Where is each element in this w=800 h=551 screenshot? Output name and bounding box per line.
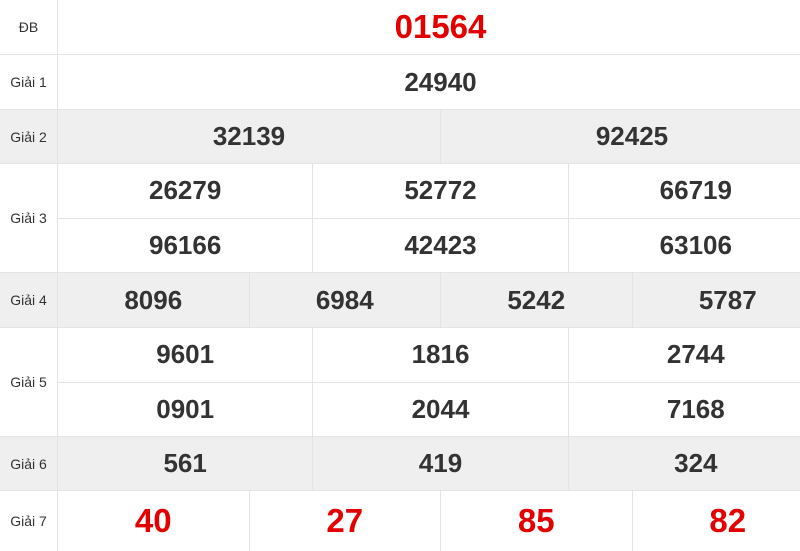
prize-number: 96166 (58, 219, 312, 273)
prize-number: 1816 (312, 328, 567, 382)
prize-number: 26279 (58, 164, 312, 218)
prize-number: 5242 (440, 273, 632, 327)
prize-number: 52772 (312, 164, 567, 218)
prize-number: 2044 (312, 383, 567, 437)
prize-label: Giải 6 (0, 437, 58, 490)
prize-number: 66719 (568, 164, 800, 218)
prize-label: Giải 4 (0, 273, 58, 327)
prize-number: 2744 (568, 328, 800, 382)
prize-row-2: Giải 2 32139 92425 (0, 110, 800, 164)
prize-row-4: Giải 4 8096 6984 5242 5787 (0, 273, 800, 328)
prize-row-5: Giải 5 9601 1816 2744 0901 2044 7168 (0, 328, 800, 437)
prize-number: 85 (440, 491, 632, 551)
prize-number: 9601 (58, 328, 312, 382)
prize-number: 24940 (58, 55, 800, 109)
prize-number: 0901 (58, 383, 312, 437)
special-prize-number: 01564 (58, 0, 800, 54)
prize-number: 82 (632, 491, 800, 551)
prize-label: Giải 1 (0, 55, 58, 109)
prize-row-7: Giải 7 40 27 85 82 (0, 491, 800, 551)
prize-number: 8096 (58, 273, 249, 327)
prize-number: 40 (58, 491, 249, 551)
prize-number: 5787 (632, 273, 800, 327)
prize-number: 419 (312, 437, 567, 490)
prize-row-1: Giải 1 24940 (0, 55, 800, 110)
prize-number: 6984 (249, 273, 441, 327)
prize-number: 92425 (440, 110, 800, 163)
prize-number: 561 (58, 437, 312, 490)
prize-label: Giải 7 (0, 491, 58, 551)
prize-label: Giải 3 (0, 164, 58, 272)
prize-number: 63106 (568, 219, 800, 273)
prize-number: 7168 (568, 383, 800, 437)
prize-row-6: Giải 6 561 419 324 (0, 437, 800, 491)
prize-label: Giải 2 (0, 110, 58, 163)
prize-row-special: ĐB 01564 (0, 0, 800, 55)
prize-label: ĐB (0, 0, 58, 54)
prize-row-3: Giải 3 26279 52772 66719 96166 42423 631… (0, 164, 800, 273)
prize-number: 27 (249, 491, 441, 551)
prize-number: 42423 (312, 219, 567, 273)
prize-number: 32139 (58, 110, 440, 163)
prize-label: Giải 5 (0, 328, 58, 436)
prize-number: 324 (568, 437, 800, 490)
